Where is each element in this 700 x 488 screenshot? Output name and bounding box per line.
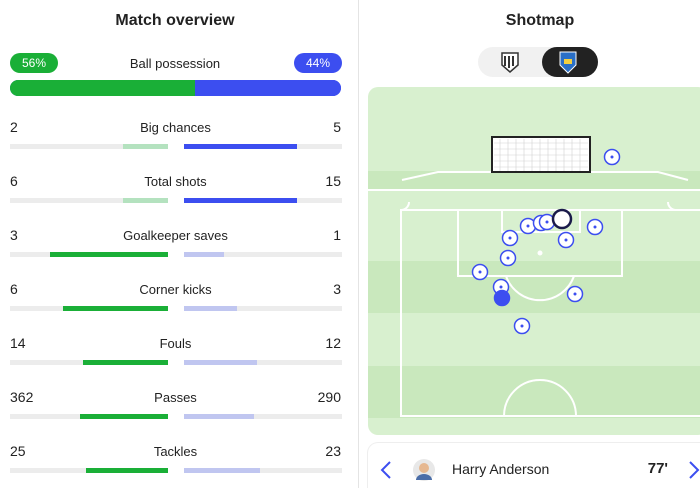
panel-title: Match overview bbox=[115, 12, 235, 29]
stat-label: Corner kicks bbox=[139, 282, 212, 297]
stat-label: Goalkeeper saves bbox=[123, 228, 228, 243]
stat-home: 6 bbox=[10, 173, 18, 189]
shot-dot bbox=[564, 238, 568, 242]
player-name: Harry Anderson bbox=[452, 461, 550, 477]
stat-track bbox=[10, 198, 168, 203]
stat-away-bar bbox=[184, 360, 257, 365]
stat-home: 14 bbox=[10, 335, 26, 351]
shot-dot bbox=[506, 256, 510, 260]
stat-home-bar bbox=[122, 198, 168, 203]
stat-away: 290 bbox=[317, 389, 341, 405]
stat-label: Tackles bbox=[153, 444, 198, 459]
stat-home: 362 bbox=[10, 389, 34, 405]
possession-label: Ball possession bbox=[129, 56, 221, 71]
shot-dot bbox=[545, 220, 549, 224]
stat-home-bar bbox=[49, 252, 168, 257]
stat-track bbox=[184, 360, 342, 365]
stat-away-bar bbox=[184, 414, 255, 419]
divider bbox=[358, 0, 359, 488]
stat-away: 12 bbox=[325, 335, 341, 351]
possession-bar bbox=[10, 80, 341, 96]
next-button[interactable] bbox=[689, 461, 700, 479]
player-controls bbox=[380, 459, 700, 481]
stat-track bbox=[184, 468, 342, 473]
shot-dot bbox=[508, 236, 512, 240]
team-icons bbox=[501, 51, 577, 74]
stat-track bbox=[184, 306, 342, 311]
stat-track bbox=[184, 414, 342, 419]
pitch bbox=[368, 87, 700, 435]
stat-away-bar bbox=[184, 306, 237, 311]
stat-home: 25 bbox=[10, 443, 26, 459]
player-minute: 77' bbox=[647, 460, 668, 477]
stat-away: 15 bbox=[325, 173, 341, 189]
shot-dot bbox=[610, 155, 614, 159]
shot-dot bbox=[573, 292, 577, 296]
stat-home-bar bbox=[85, 468, 168, 473]
stat-away: 1 bbox=[333, 227, 341, 243]
stat-away-bar bbox=[184, 198, 297, 203]
shot[interactable] bbox=[551, 208, 573, 230]
possession-home: 56% bbox=[10, 53, 58, 73]
stat-track bbox=[184, 252, 342, 257]
stat-away-bar bbox=[184, 144, 297, 149]
shot-dot bbox=[499, 285, 503, 289]
shot-dot bbox=[593, 225, 597, 229]
stat-home: 3 bbox=[10, 227, 18, 243]
shot[interactable] bbox=[493, 289, 511, 307]
stat-label: Total shots bbox=[144, 174, 207, 189]
possession-away: 44% bbox=[294, 53, 342, 73]
stat-away: 23 bbox=[325, 443, 341, 459]
stat-home-bar bbox=[82, 360, 168, 365]
stat-away-bar bbox=[184, 468, 260, 473]
stat-home-bar bbox=[62, 306, 168, 311]
prev-button[interactable] bbox=[380, 461, 391, 479]
possession-home-bar bbox=[10, 80, 196, 96]
stat-home-bar bbox=[122, 144, 168, 149]
stat-label: Passes bbox=[154, 390, 197, 405]
stat-away: 5 bbox=[333, 119, 341, 135]
stat-home-bar bbox=[80, 414, 168, 419]
panel-title: Shotmap bbox=[505, 12, 575, 29]
shot-dot bbox=[520, 324, 524, 328]
shot-dot bbox=[526, 224, 530, 228]
stat-label: Big chances bbox=[140, 120, 211, 135]
stat-home: 6 bbox=[10, 281, 18, 297]
stat-away-bar bbox=[184, 252, 224, 257]
stat-label: Fouls bbox=[159, 336, 192, 351]
shot-dot bbox=[478, 270, 482, 274]
stat-away: 3 bbox=[333, 281, 341, 297]
stat-track bbox=[10, 144, 168, 149]
stat-home: 2 bbox=[10, 119, 18, 135]
possession-away-bar bbox=[195, 80, 341, 96]
